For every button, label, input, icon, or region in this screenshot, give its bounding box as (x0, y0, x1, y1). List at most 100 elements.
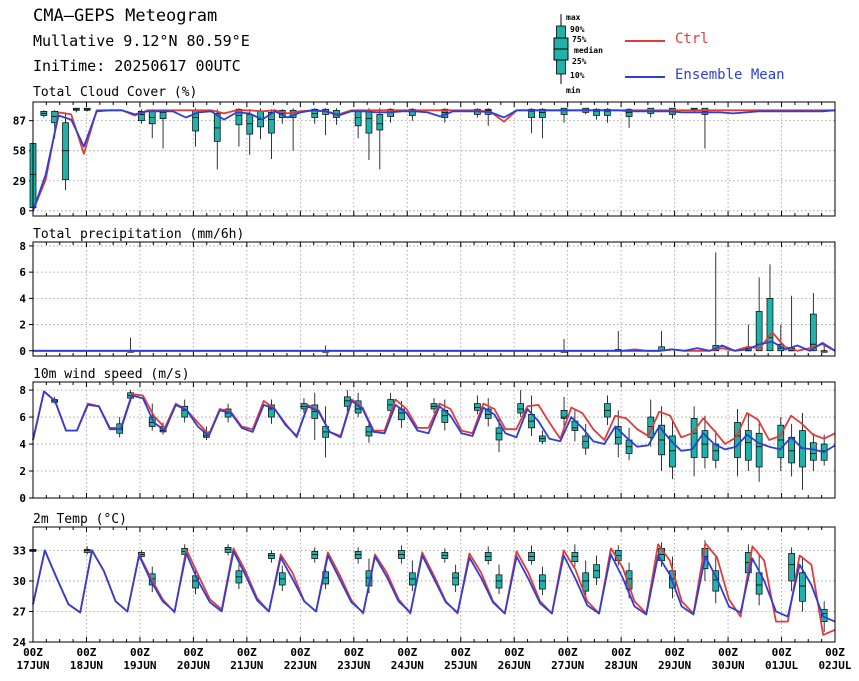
box-whisker (712, 430, 720, 469)
box-iqr (744, 552, 752, 574)
box-whisker (62, 112, 69, 191)
x-tick-label: 00Z (558, 646, 578, 659)
box-whisker (571, 408, 579, 442)
box-whisker (604, 108, 611, 123)
x-tick-label: 20JUN (177, 659, 210, 672)
x-tick-label: 00Z (23, 646, 43, 659)
box-iqr (528, 552, 535, 561)
box-iqr (517, 403, 525, 414)
box-whisker (690, 406, 698, 477)
box-iqr (744, 347, 752, 352)
panel-frame (32, 381, 836, 499)
box-iqr (40, 110, 48, 116)
ensemble-mean-line (33, 340, 836, 352)
box-whisker (809, 433, 817, 472)
box-whisker (40, 110, 48, 118)
box-iqr (116, 423, 124, 434)
box-whisker (365, 108, 373, 161)
box-whisker (268, 109, 275, 159)
box-iqr (614, 550, 622, 561)
box-iqr (495, 427, 503, 441)
panel-title: Total precipitation (mm/6h) (33, 227, 244, 242)
box-whisker (690, 107, 698, 113)
box-whisker (441, 548, 449, 563)
box-whisker (322, 108, 329, 136)
box-whisker (755, 554, 763, 606)
box-whisker (268, 550, 275, 563)
box-whisker (159, 109, 167, 149)
ensemble-mean-line (32, 390, 836, 454)
box-whisker (614, 331, 622, 352)
box-whisker (647, 399, 655, 447)
box-iqr (354, 110, 362, 127)
x-tick-label: 00Z (290, 646, 310, 659)
box-whisker (192, 568, 199, 595)
box-whisker (181, 544, 189, 558)
panel-title: 2m Temp (°C) (33, 512, 127, 527)
box-iqr (755, 572, 763, 595)
x-tick-label: 00Z (77, 646, 97, 659)
box-whisker (73, 107, 80, 113)
box-iqr (625, 570, 633, 590)
x-tick-label: 00Z (665, 646, 685, 659)
box-whisker (311, 108, 319, 124)
box-iqr (582, 572, 590, 592)
box-whisker (289, 108, 297, 151)
box-whisker (777, 324, 785, 352)
box-iqr (300, 403, 308, 410)
box-whisker (614, 545, 622, 566)
box-iqr (669, 107, 676, 115)
box-whisker (159, 422, 167, 435)
box-iqr (614, 426, 622, 445)
x-tick-label: 22JUN (284, 659, 317, 672)
box-iqr (365, 570, 373, 587)
box-iqr (452, 572, 460, 586)
box-iqr (311, 404, 319, 419)
box-whisker (625, 108, 633, 128)
box-iqr (539, 435, 546, 442)
box-whisker (484, 398, 492, 427)
box-iqr (138, 110, 145, 122)
box-iqr (539, 108, 546, 118)
box-iqr (820, 443, 828, 461)
ctrl-series-line (32, 390, 836, 445)
box-whisker (322, 563, 329, 590)
box-iqr (441, 409, 449, 423)
box-iqr (398, 408, 405, 421)
init-time-label: IniTime: 20250617 00UTC (33, 57, 241, 75)
box-iqr (658, 548, 665, 561)
x-tick-label: 29JUN (658, 659, 691, 672)
box-whisker (387, 392, 394, 418)
box-iqr (289, 109, 297, 118)
box-iqr (278, 109, 286, 118)
y-tick-label: 27 (13, 605, 26, 618)
box-whisker (658, 542, 665, 567)
box-whisker (354, 109, 362, 139)
box-iqr (181, 548, 189, 555)
y-tick-label: 0 (19, 492, 26, 505)
box-whisker (744, 324, 752, 352)
box-iqr (127, 392, 134, 399)
legend-ctrl-swatch (625, 40, 665, 42)
box-iqr (647, 107, 655, 114)
box-whisker (809, 293, 817, 352)
box-iqr (322, 108, 329, 115)
box-iqr (712, 570, 720, 592)
box-iqr (625, 108, 633, 117)
box-iqr (658, 346, 665, 352)
box-whisker (441, 108, 449, 123)
legend-ctrl-label: Ctrl (675, 31, 709, 47)
panel-1: Total Cloud Cover (%) 0 29 58 87 (13, 85, 836, 218)
box-iqr (484, 408, 492, 419)
y-tick-label: 0 (19, 345, 26, 358)
box-whisker (593, 555, 600, 586)
box-whisker (604, 395, 611, 426)
box-whisker (658, 406, 665, 472)
box-iqr (343, 396, 351, 407)
box-whisker (582, 423, 590, 455)
box-iqr (571, 552, 579, 562)
x-tick-label: 30JUN (712, 659, 745, 672)
box-whisker (669, 556, 676, 599)
box-whisker (322, 406, 329, 458)
box-whisker (474, 395, 481, 415)
